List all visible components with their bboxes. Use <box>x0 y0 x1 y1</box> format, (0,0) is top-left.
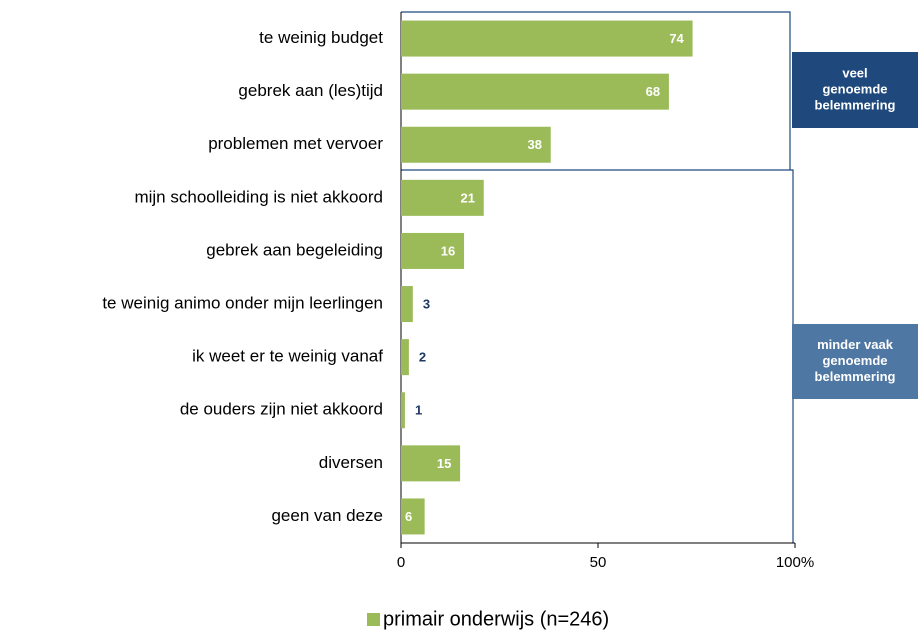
legend-label: primair onderwijs (n=246) <box>383 608 609 630</box>
category-label: te weinig budget <box>259 28 383 47</box>
value-label: 1 <box>415 403 422 418</box>
bar <box>401 392 405 429</box>
category-label: mijn schoolleiding is niet akkoord <box>134 187 383 206</box>
legend-swatch <box>367 613 380 626</box>
bar <box>401 73 669 110</box>
value-label: 21 <box>461 190 475 205</box>
value-label: 15 <box>437 456 451 471</box>
group-frames <box>401 11 794 543</box>
x-tick-label: 50 <box>590 554 607 571</box>
value-label: 6 <box>405 509 412 524</box>
value-label: 2 <box>419 350 426 365</box>
category-label: de ouders zijn niet akkoord <box>180 400 383 419</box>
annotation-box <box>792 52 918 128</box>
annotation-text: genoemde <box>822 81 887 96</box>
bar <box>401 445 461 482</box>
bar <box>401 286 413 323</box>
bar <box>401 126 551 163</box>
value-label: 38 <box>527 137 541 152</box>
annotation-text: veel <box>842 65 867 80</box>
annotation-text: minder vaak <box>817 337 894 352</box>
category-label: diversen <box>319 453 383 472</box>
frame-top <box>401 11 791 170</box>
annotation-text: belemmering <box>815 97 896 112</box>
annotation-text: genoemde <box>822 353 887 368</box>
x-tick-label: 0 <box>397 554 405 571</box>
bar <box>401 232 465 269</box>
annotation-box <box>792 324 918 399</box>
bar <box>401 20 693 57</box>
x-tick-label: 100% <box>776 554 814 571</box>
value-label: 16 <box>441 243 455 258</box>
category-label: gebrek aan begeleiding <box>206 240 383 259</box>
category-label: te weinig animo onder mijn leerlingen <box>102 294 383 313</box>
category-label: geen van deze <box>271 506 383 525</box>
bar <box>401 339 409 376</box>
category-label: problemen met vervoer <box>208 134 383 153</box>
category-label: gebrek aan (les)tijd <box>238 81 383 100</box>
bar <box>401 498 425 535</box>
value-label: 3 <box>423 296 430 311</box>
bar <box>401 179 484 216</box>
category-label: ik weet er te weinig vanaf <box>192 347 383 366</box>
frame-bottom <box>401 169 794 543</box>
value-label: 68 <box>646 84 660 99</box>
annotation-text: belemmering <box>815 369 896 384</box>
value-label: 74 <box>669 31 684 46</box>
